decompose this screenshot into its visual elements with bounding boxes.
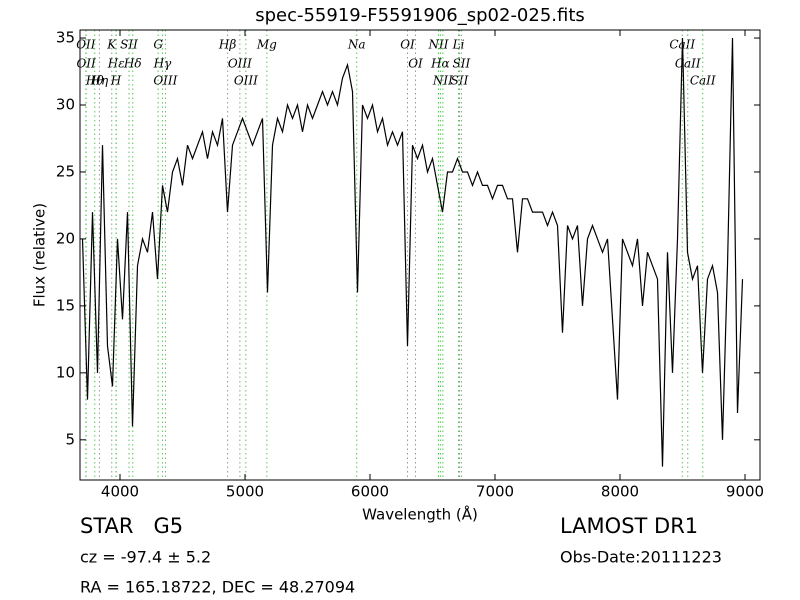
y-tick-label: 20: [56, 229, 75, 247]
spectral-line-label: Na: [347, 38, 366, 52]
obs-date: Obs-Date:20111223: [560, 548, 722, 567]
x-tick-label: 7000: [476, 483, 514, 501]
x-tick-label: 6000: [351, 483, 389, 501]
survey: LAMOST DR1: [560, 514, 698, 538]
spectral-line-label: SII: [120, 38, 138, 52]
spectral-line-label: NII: [428, 38, 449, 52]
x-tick-label: 8000: [601, 483, 639, 501]
object-class: STAR G5: [80, 514, 183, 538]
plot-frame: [79, 29, 761, 481]
spectral-line-label: Hα: [430, 57, 450, 71]
y-axis-label: Flux (relative): [31, 203, 49, 307]
spectrum-line: [81, 37, 744, 467]
spectral-line-label: NII: [432, 74, 453, 88]
x-tick-label: 9000: [726, 483, 764, 501]
y-tick-label: 35: [56, 29, 75, 47]
x-tick-label: 4000: [101, 483, 139, 501]
spectral-line-label: Li: [452, 38, 465, 52]
spectral-line-label: CaII: [675, 57, 701, 71]
spectral-line-label: OI: [400, 38, 415, 52]
chart-title: spec-55919-F5591906_sp02-025.fits: [255, 5, 585, 26]
spectral-line-label: SII: [453, 57, 471, 71]
spectral-line-label: K: [106, 38, 117, 52]
y-tick-label: 10: [56, 363, 75, 381]
spectral-line-label: OIII: [153, 74, 177, 88]
spectral-line-label: OI: [408, 57, 423, 71]
spectral-line-label: OIII: [228, 57, 252, 71]
x-tick-label: 5000: [226, 483, 264, 501]
spectral-line-label: SII: [451, 74, 469, 88]
coordinates: RA = 165.18722, DEC = 48.27094: [80, 578, 355, 597]
y-tick-label: 25: [56, 162, 75, 180]
x-axis-label: Wavelength (Å): [362, 505, 478, 524]
spectral-line-label: Hδ: [123, 57, 142, 71]
spectral-line-label: OIII: [234, 74, 258, 88]
spectral-line-label: Hγ: [153, 57, 172, 71]
y-tick-label: 5: [65, 430, 75, 448]
spectral-line-label: Mg: [256, 38, 277, 52]
y-tick-label: 30: [56, 96, 75, 114]
spectral-line-label: Hη: [90, 74, 109, 88]
spectral-line-label: G: [153, 38, 163, 52]
spectral-line-label: CaII: [690, 74, 716, 88]
redshift: cz = -97.4 ± 5.2: [80, 548, 211, 567]
spectral-line-label: OII: [76, 57, 96, 71]
spectral-line-label: Hβ: [218, 38, 236, 52]
spectral-line-label: H: [110, 74, 122, 88]
spectral-line-label: Hε: [107, 57, 125, 71]
y-tick-label: 15: [56, 296, 75, 314]
